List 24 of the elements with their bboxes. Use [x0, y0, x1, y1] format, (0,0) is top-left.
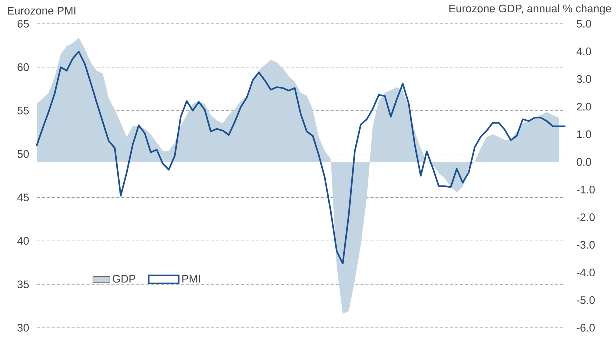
y-tick-label: 60 — [18, 64, 30, 72]
y-axis-title: Eurozone PMI — [8, 7, 76, 15]
y2-tick-label: 1.0 — [577, 130, 592, 138]
y2-tick-label: -1.0 — [577, 186, 595, 194]
y2-tick-label: -5.0 — [577, 296, 595, 304]
y2-tick-label: 2.0 — [577, 103, 592, 111]
y-tick-label: 50 — [18, 150, 30, 158]
legend-label: PMI — [182, 275, 200, 283]
y2-tick-label: -3.0 — [577, 241, 595, 249]
y-tick-label: 65 — [18, 20, 30, 28]
y-tick-label: 55 — [18, 107, 30, 115]
y2-axis-title: Eurozone GDP, annual % change — [450, 4, 612, 15]
y-tick-label: 30 — [18, 324, 30, 332]
y2-tick-label: -4.0 — [577, 268, 595, 277]
y2-tick-label: -2.0 — [577, 214, 595, 222]
y2-tick-label: 3.0 — [576, 75, 592, 84]
legend-label: GDP — [112, 275, 136, 283]
y2-tick-label: 5.0 — [576, 20, 592, 28]
y-tick-label: 35 — [18, 280, 30, 288]
y2-tick-label: -6.0 — [577, 324, 595, 332]
y-tick-label: 40 — [18, 237, 30, 246]
y2-tick-label: 4.0 — [576, 48, 592, 56]
y2-tick-label: 0.0 — [576, 158, 592, 166]
y-tick-label: 45 — [18, 194, 30, 202]
